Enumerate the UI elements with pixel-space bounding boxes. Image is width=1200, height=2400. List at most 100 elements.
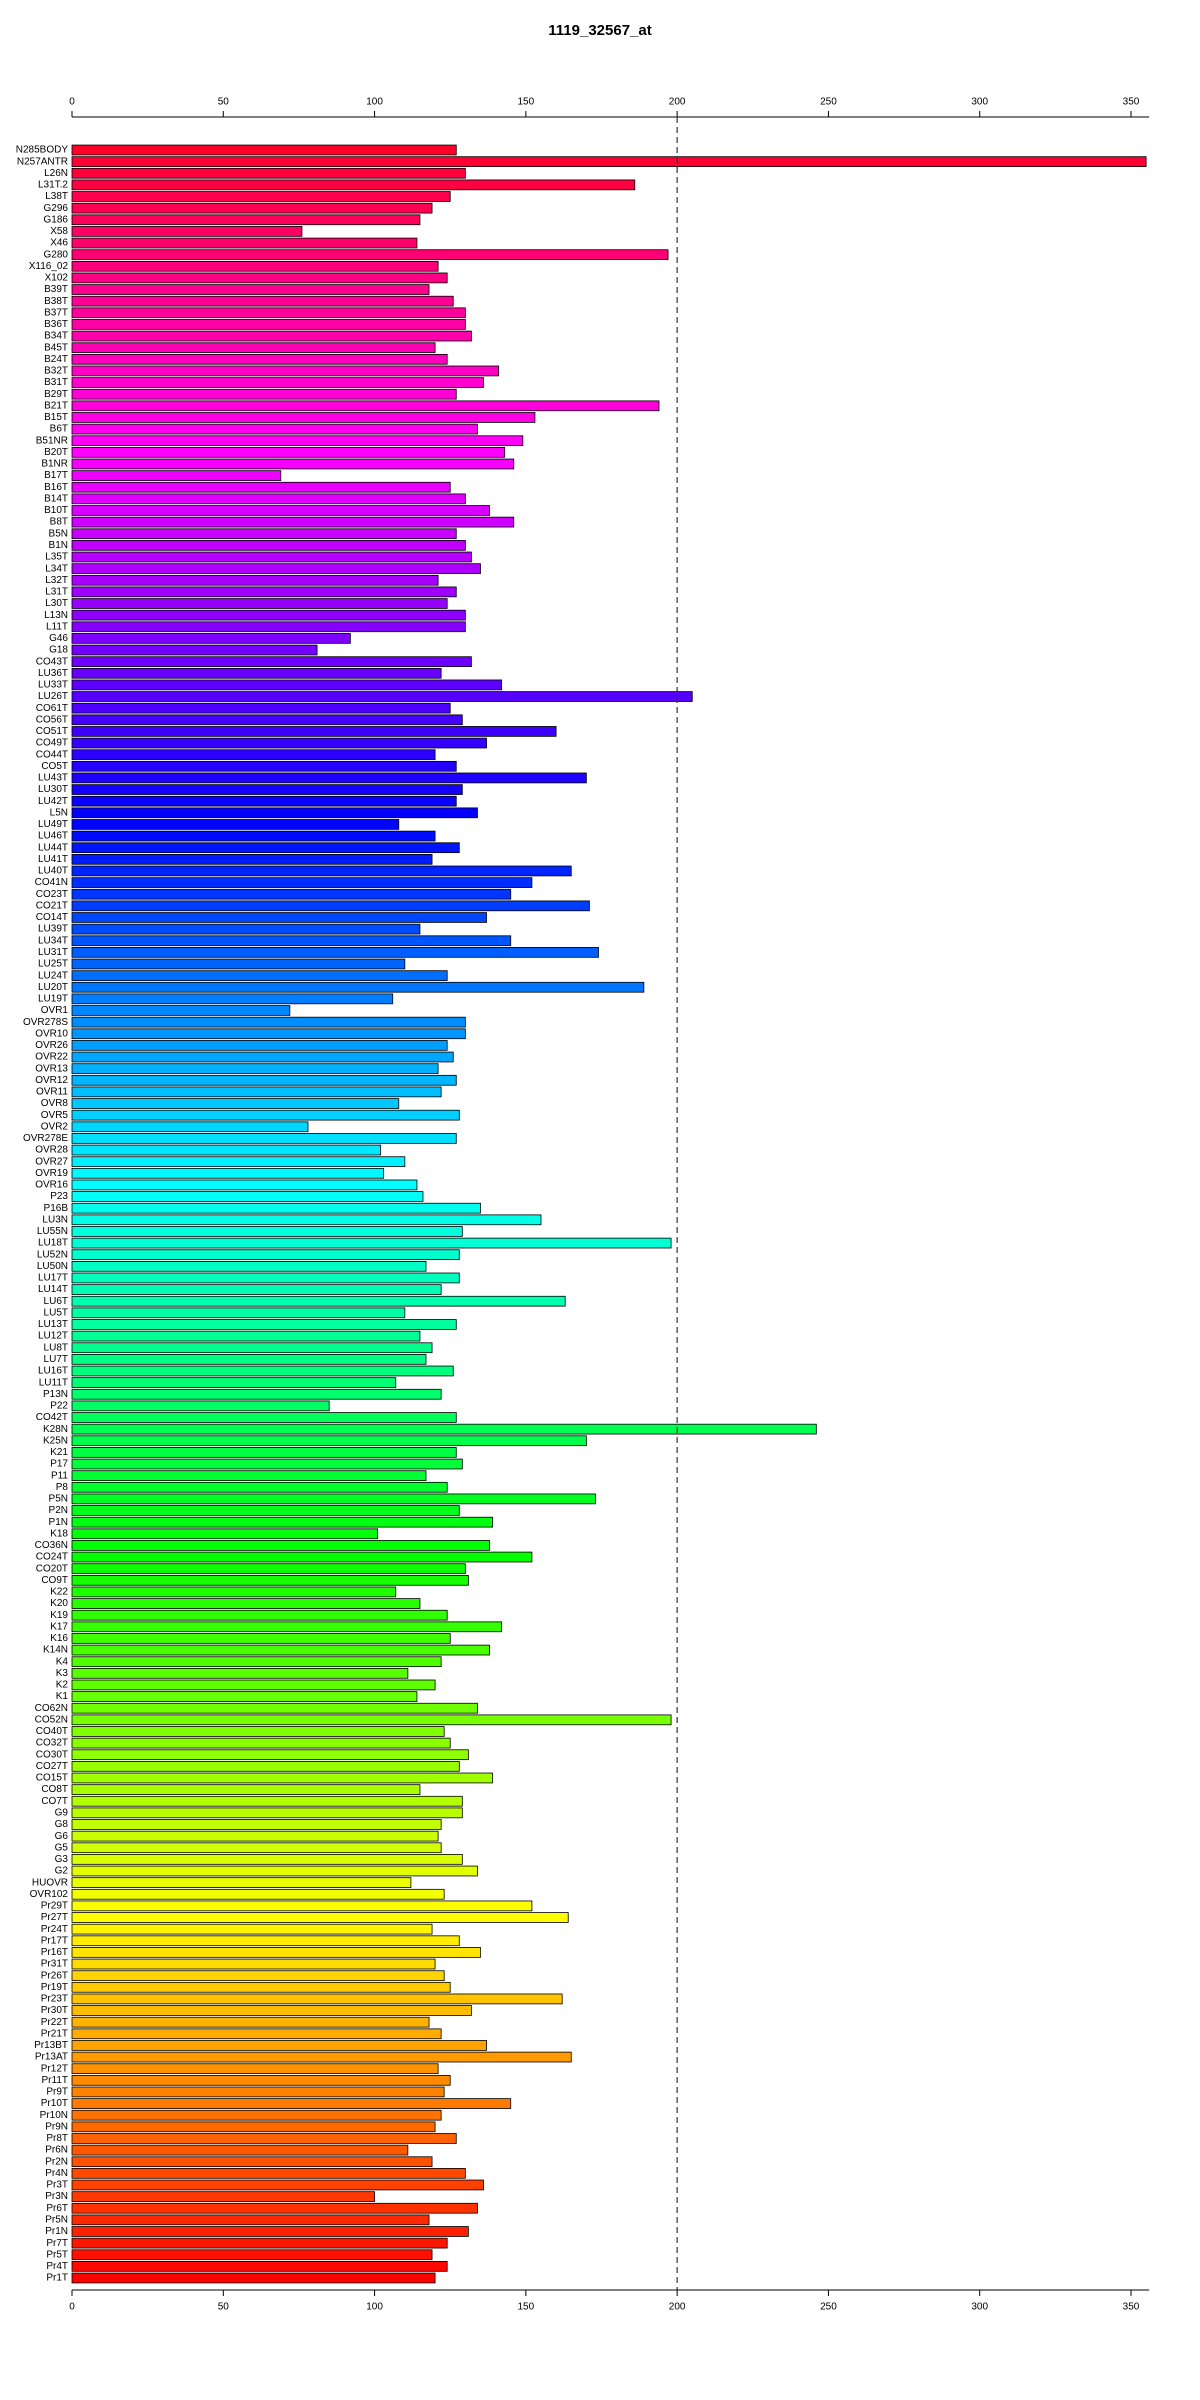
y-tick-label: LU11T [39, 1377, 68, 1388]
bar [71, 1900, 533, 1912]
bar [71, 226, 303, 237]
bar [71, 679, 503, 691]
y-tick-label: Pr30T [41, 2005, 68, 2016]
bar [71, 458, 515, 470]
y-tick-label: Pr3N [45, 2191, 68, 2202]
y-tick-label: LU26T [38, 691, 68, 702]
y-tick-label: Pr22T [41, 2017, 68, 2028]
bar [71, 1109, 460, 1121]
y-tick-label: L11T [46, 621, 68, 632]
y-tick-label: B10T [44, 505, 68, 516]
bar [71, 1633, 451, 1644]
y-tick-label: B15T [44, 412, 68, 423]
y-tick-label: L38T [45, 191, 68, 202]
y-tick-label: N257ANTR [17, 156, 68, 167]
y-tick-label: LU50N [37, 1261, 68, 1272]
bar [71, 1505, 460, 1516]
bar [71, 1621, 503, 1633]
bar [71, 1133, 457, 1144]
y-tick-label: OVR16 [35, 1180, 68, 1191]
bar [71, 923, 421, 935]
y-tick-label: CO8T [41, 1784, 68, 1795]
y-tick-label: K20 [50, 1598, 68, 1609]
bar [71, 1400, 330, 1412]
bar [71, 795, 457, 807]
bar [71, 749, 436, 761]
bar [71, 1737, 451, 1749]
bar [71, 1912, 569, 1923]
bar [71, 1761, 460, 1772]
y-tick-label: L31T [45, 587, 68, 598]
bar [71, 435, 524, 447]
y-tick-label: Pr1T [46, 2273, 68, 2284]
y-tick-label: LU5T [44, 1307, 68, 1318]
bar [71, 1191, 424, 1202]
y-tick-label: P13N [43, 1389, 68, 1400]
y-tick-label: K22 [50, 1587, 68, 1598]
y-tick-label: Pr31T [41, 1959, 68, 1970]
bar [71, 1888, 445, 1900]
bar [71, 958, 406, 970]
y-tick-label: CO40T [36, 1726, 68, 1737]
y-tick-label: CO43T [36, 656, 68, 667]
bar [71, 202, 433, 214]
y-tick-label: Pr26T [41, 1970, 68, 1981]
y-tick-label: G2 [55, 1866, 69, 1877]
bar [71, 307, 466, 319]
bar [71, 935, 512, 947]
y-tick-label: B39T [44, 284, 68, 295]
y-tick-label: LU19T [38, 994, 68, 1005]
bar [71, 551, 472, 563]
y-tick-label: LU13T [38, 1319, 68, 1330]
bar [71, 1260, 427, 1272]
bar [71, 481, 451, 493]
bar [71, 667, 442, 679]
bar [71, 2191, 375, 2202]
bar [71, 2272, 436, 2284]
bar [71, 1214, 542, 1226]
bar [71, 237, 418, 249]
y-tick-label: Pr13AT [35, 2052, 68, 2063]
y-tick-label: G46 [49, 633, 68, 644]
bar [71, 1970, 445, 1982]
bar [71, 2109, 442, 2121]
y-tick-label: B31T [44, 377, 68, 388]
y-tick-label: G280 [44, 249, 69, 260]
y-tick-label: Pr3T [46, 2180, 68, 2191]
bar [71, 737, 487, 749]
y-tick-label: B32T [44, 366, 68, 377]
y-tick-label: B20T [44, 447, 68, 458]
y-tick-label: Pr4N [45, 2168, 68, 2179]
bar [71, 1958, 436, 1970]
y-tick-label: K16 [50, 1633, 68, 1644]
y-tick-label: CO32T [36, 1738, 68, 1749]
bar [71, 2098, 512, 2109]
bar [71, 1028, 466, 1040]
y-tick-label: K19 [50, 1610, 68, 1621]
y-tick-label: CO52N [35, 1714, 68, 1725]
bar [71, 144, 457, 156]
y-tick-label: L35T [45, 552, 68, 563]
bar [71, 1563, 466, 1575]
y-tick-label: Pr5N [45, 2214, 68, 2225]
y-tick-label: B1N [49, 540, 68, 551]
y-tick-label: P1N [49, 1517, 68, 1528]
bar [71, 912, 487, 923]
bar [71, 644, 318, 656]
y-tick-label: LU16T [38, 1366, 68, 1377]
bar [71, 1330, 421, 1342]
bar [71, 1365, 454, 1377]
y-tick-label: OVR278E [23, 1133, 68, 1144]
y-tick-label: Pr12T [41, 2063, 68, 2074]
bar [71, 295, 454, 307]
y-tick-label: B14T [44, 493, 68, 504]
y-tick-label: LU17T [38, 1273, 68, 1284]
y-tick-label: OVR13 [35, 1063, 68, 1074]
x-tick-label: 200 [669, 2302, 686, 2313]
y-tick-label: Pr8T [46, 2133, 68, 2144]
bar [71, 981, 645, 993]
bar [71, 1249, 460, 1261]
bar [71, 365, 500, 377]
bar [71, 1167, 385, 1179]
